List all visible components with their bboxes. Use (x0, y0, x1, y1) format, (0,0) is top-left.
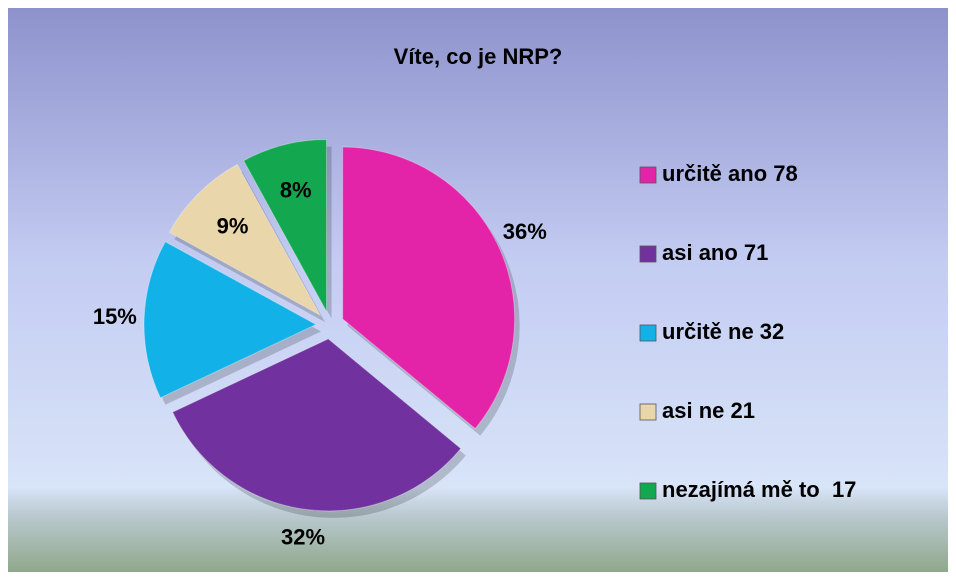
legend-label: asi ne 21 (662, 398, 755, 423)
data-label: 36% (503, 219, 547, 244)
slice (242, 138, 328, 312)
legend-swatch (639, 245, 657, 263)
legend-label: nezajímá mě to 17 (662, 477, 856, 502)
slice (342, 146, 516, 430)
legend-label: určitě ano 78 (662, 161, 798, 186)
legend-swatch (639, 166, 657, 184)
data-label: 9% (217, 213, 249, 238)
legend-swatch (639, 324, 657, 342)
data-label: 15% (93, 304, 137, 329)
slice (168, 163, 322, 317)
legend-swatch (639, 482, 657, 500)
slice (143, 241, 318, 399)
legend-swatch (639, 403, 657, 421)
data-label: 8% (280, 177, 312, 202)
legend-label: určitě ne 32 (662, 319, 784, 344)
data-label: 32% (281, 524, 325, 549)
slice (171, 338, 462, 512)
legend-label: asi ano 71 (662, 240, 768, 265)
chart-title: Víte, co je NRP? (394, 44, 563, 69)
